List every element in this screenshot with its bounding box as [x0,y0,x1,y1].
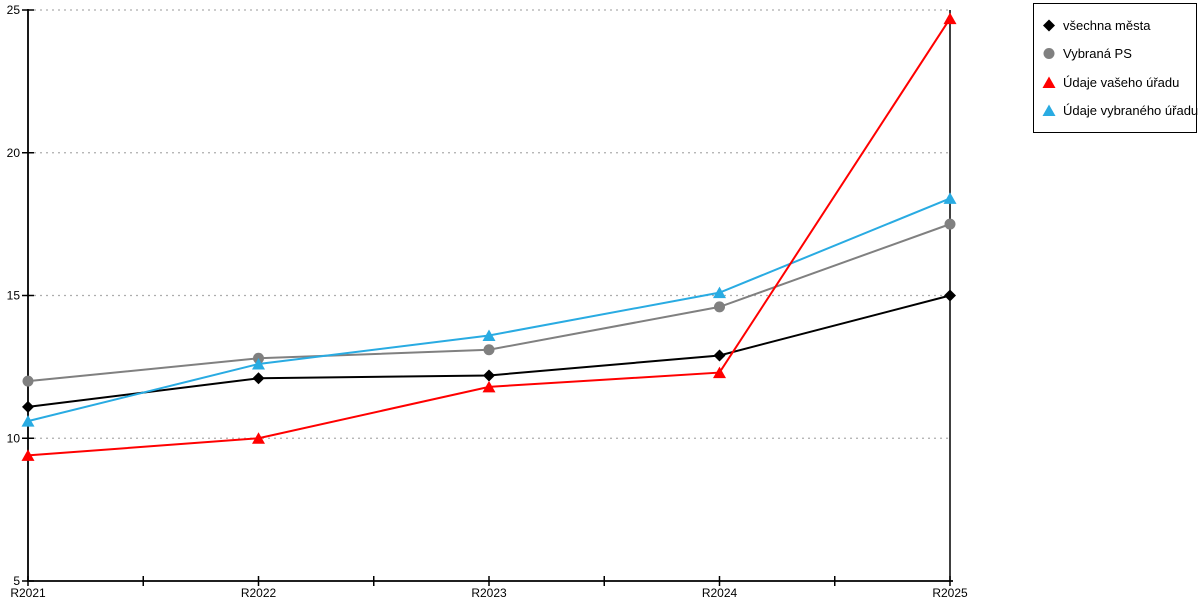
triangle-marker-icon [713,286,726,299]
legend: všechna města Vybraná PS Údaje vašeho úřad… [1033,3,1198,133]
triangle-marker-icon [943,192,957,204]
circle-marker-icon [483,344,495,356]
diamond-marker-icon [1043,19,1055,32]
circle-marker-icon [714,301,725,313]
triangle-marker-icon [252,358,265,370]
circle-marker-icon [1043,48,1055,60]
diamond-marker-icon [483,369,495,382]
triangle-marker-icon [21,415,35,427]
x-tick-label: R2025 [932,586,968,600]
diamond-marker-icon [944,289,956,302]
legend-label: Vybraná PS [1063,46,1132,62]
triangle-marker-icon [1042,76,1056,88]
x-tick-label: R2024 [702,586,738,600]
legend-label: Údaje vašeho úřadu [1063,74,1180,90]
y-tick-label: 5 [13,574,20,588]
series-line-1 [27,223,951,383]
circle-marker-icon [944,218,956,230]
legend-item: Údaje vašeho úřadu [1042,68,1192,97]
diamond-marker-icon [252,372,265,385]
triangle-marker-icon [943,12,957,25]
y-tick-label: 20 [7,146,21,160]
diamond-marker-icon [22,400,34,413]
y-tick-label: 15 [7,289,21,303]
triangle-marker-icon [713,366,726,379]
triangle-marker-icon [482,329,496,341]
legend-item: Vybraná PS [1042,40,1192,69]
legend-label: všechna města [1063,17,1151,33]
triangle-marker-icon [21,449,35,461]
y-tick-label: 25 [7,3,21,17]
legend-item: všechna města [1042,11,1192,40]
x-tick-label: R2022 [241,586,277,600]
y-tick-label: 10 [7,431,21,445]
circle-marker-icon [22,375,34,387]
triangle-marker-icon [482,380,496,393]
x-tick-label: R2023 [471,586,507,600]
legend-item: Údaje vybraného úřadu [1042,97,1198,126]
x-tick-label: R2021 [10,586,46,600]
legend-label: Údaje vybraného úřadu [1063,103,1199,119]
diamond-marker-icon [713,349,726,362]
triangle-marker-icon [252,432,265,444]
triangle-marker-icon [1042,104,1056,117]
